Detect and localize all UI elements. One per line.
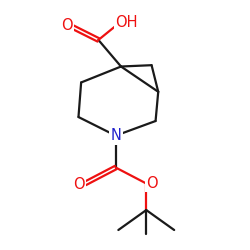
Text: N: N: [110, 128, 121, 143]
Text: O: O: [74, 177, 85, 192]
Text: OH: OH: [115, 14, 138, 30]
Text: O: O: [61, 18, 73, 33]
Text: O: O: [146, 176, 158, 191]
